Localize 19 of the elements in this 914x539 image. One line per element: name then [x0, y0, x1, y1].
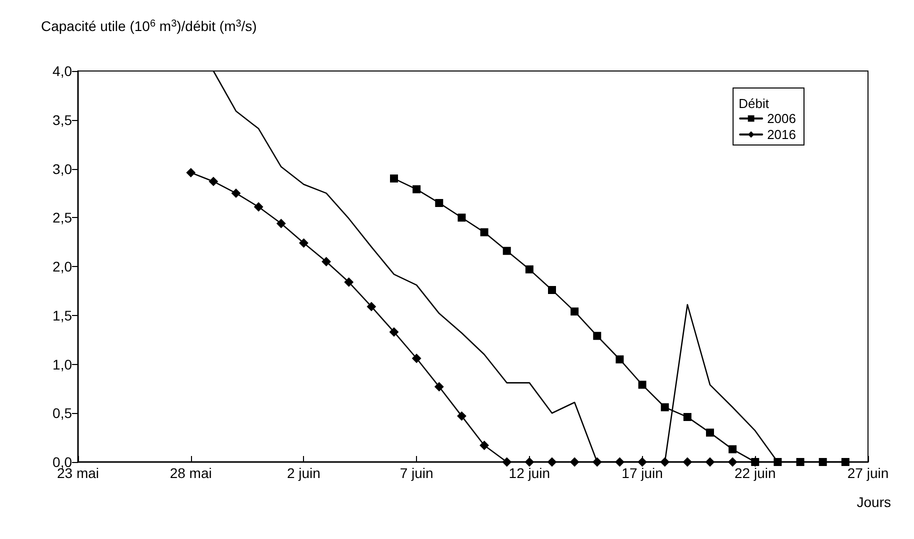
x-tick-label: 7 juin — [400, 465, 434, 481]
legend-label: 2016 — [767, 127, 796, 142]
x-axis-title: Jours — [856, 494, 891, 510]
x-tick-label: 17 juin — [622, 465, 663, 481]
y-tick-label: 2,0 — [52, 258, 72, 274]
x-tick-label: 12 juin — [508, 465, 550, 481]
y-tick-label: 2,5 — [52, 210, 72, 226]
legend-title: Débit — [738, 96, 770, 111]
x-tick-label: 2 juin — [286, 465, 320, 481]
legend-label: 2006 — [767, 111, 796, 126]
y-tick-label: 1,0 — [52, 356, 72, 372]
x-tick-label: 28 mai — [170, 465, 212, 481]
y-tick-label: 4,0 — [52, 63, 72, 79]
x-tick-label: 22 juin — [734, 465, 776, 481]
y-tick-label: 3,0 — [52, 160, 72, 177]
y-tick-label: 1,5 — [52, 307, 72, 324]
y-tick-label: 3,5 — [52, 112, 72, 128]
y-tick-label: 0,5 — [52, 405, 72, 422]
x-tick-label: 27 juin — [847, 465, 889, 481]
